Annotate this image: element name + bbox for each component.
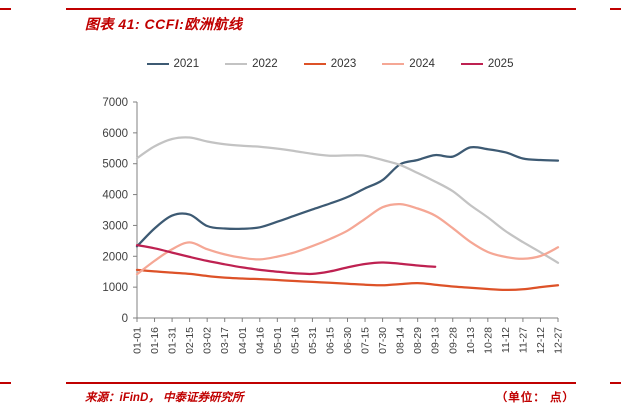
y-tick-label: 5000 (102, 159, 128, 171)
legend-label: 2021 (173, 58, 200, 70)
x-tick-label: 09-13 (430, 327, 442, 354)
legend-item-2024: 2024 (382, 58, 435, 70)
y-tick-label: 3000 (102, 220, 128, 232)
x-tick-label: 03-17 (219, 327, 231, 354)
x-tick-label: 12-27 (553, 327, 565, 354)
legend-line-swatch (303, 63, 326, 65)
legend-item-2025: 2025 (460, 58, 514, 70)
x-tick-label: 08-29 (412, 327, 424, 354)
y-tick-label: 2000 (102, 251, 128, 263)
x-tick-label: 12-12 (535, 327, 547, 354)
series-line-2024 (135, 202, 560, 276)
x-tick-label: 04-16 (254, 327, 266, 354)
x-tick-label: 04-01 (237, 327, 249, 354)
x-tick-label: 03-02 (202, 327, 214, 354)
legend-label: 2023 (330, 58, 357, 70)
legend-line-swatch (382, 63, 405, 65)
legend-item-2021: 2021 (146, 58, 200, 70)
legend-line-swatch (460, 63, 483, 65)
table-border-bottom (66, 382, 576, 384)
x-tick-label: 10-28 (482, 327, 494, 354)
legend-label: 2025 (487, 58, 514, 70)
legend-item-2022: 2022 (225, 58, 278, 70)
chart-legend: 2021 2022 2023 2024 2025 (95, 58, 565, 70)
series-line-2025 (135, 244, 437, 276)
legend-item-2023: 2023 (303, 58, 357, 70)
y-tick-label: 1000 (102, 282, 128, 294)
legend-label: 2024 (409, 58, 435, 70)
legend-label: 2022 (252, 58, 278, 70)
x-tick-label: 06-15 (324, 327, 336, 354)
legend-line-swatch (225, 63, 248, 65)
y-tick-label: 0 (122, 313, 128, 325)
x-tick-label: 09-28 (447, 327, 459, 354)
x-tick-label: 05-01 (272, 327, 284, 354)
y-tick-label: 4000 (102, 190, 128, 202)
table-border-top (66, 8, 576, 10)
table-border-fragment-bottom-left (0, 382, 11, 384)
x-tick-label: 07-15 (360, 327, 372, 354)
table-border-fragment-bottom-right (610, 382, 621, 384)
y-tick-label: 6000 (102, 128, 128, 140)
series-line-2021 (135, 145, 560, 248)
table-border-fragment-top-right (610, 8, 621, 10)
x-tick-label: 02-15 (184, 327, 196, 354)
series-line-2023 (135, 268, 560, 292)
x-tick-label: 01-31 (167, 327, 179, 354)
x-tick-label: 05-16 (289, 327, 301, 354)
x-tick-label: 07-30 (377, 327, 389, 354)
table-border-fragment-top-left (0, 8, 11, 10)
unit-text: （单位： 点） (495, 392, 575, 404)
x-tick-label: 01-01 (132, 327, 144, 354)
y-tick-label: 7000 (102, 97, 128, 109)
x-tick-label: 11-12 (500, 327, 512, 353)
x-tick-label: 05-31 (307, 327, 319, 354)
ccfi-europe-line-chart: 0 1000 2000 3000 4000 5000 6000 7000 01-01 01-16 0… (102, 97, 565, 354)
x-tick-label: 11-27 (517, 327, 529, 353)
figure-title: 图表 41: CCFI:欧洲航线 (85, 16, 243, 32)
x-tick-label: 10-13 (465, 327, 477, 354)
source-text: 来源：iFinD， 中泰证券研究所 (85, 392, 244, 404)
legend-line-swatch (146, 63, 169, 65)
x-tick-label: 01-16 (149, 327, 161, 354)
x-tick-label: 08-14 (395, 327, 407, 354)
series-line-2022 (135, 136, 560, 264)
x-tick-label: 06-30 (342, 327, 354, 354)
